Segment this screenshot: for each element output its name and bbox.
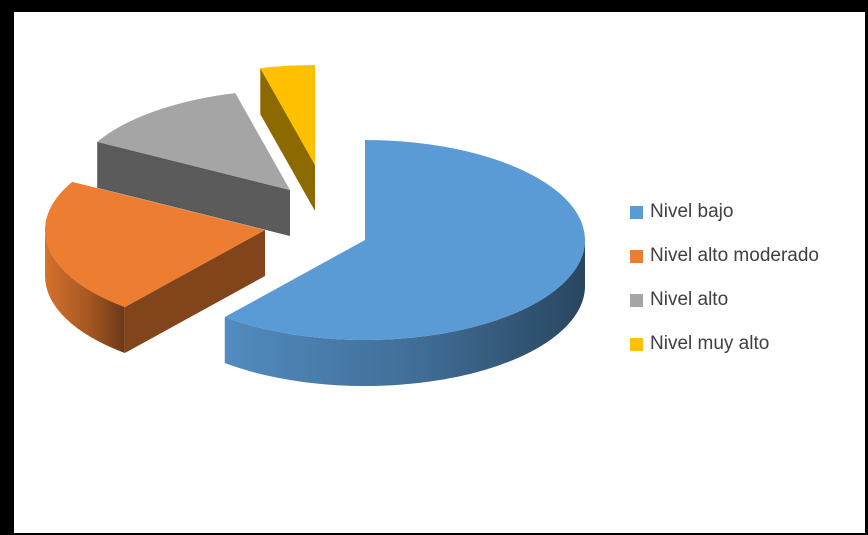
pie-slice-nivel-bajo-side-shade [224, 240, 585, 386]
legend-label: Nivel muy alto [650, 333, 770, 354]
legend-label: Nivel alto moderado [650, 245, 819, 266]
pie-slice-nivel-alto-moderado-top [44, 181, 266, 308]
pie-slice-nivel-alto-top [97, 93, 291, 190]
legend-swatch [630, 206, 643, 219]
legend-swatch [630, 250, 643, 263]
pie-slice-nivel-muy-alto [260, 65, 315, 211]
legend-swatch [630, 338, 643, 351]
pie-slice-nivel-alto-moderado [44, 181, 266, 354]
pie-slice-nivel-bajo [224, 140, 586, 386]
pie-slice-nivel-alto-wall [97, 141, 291, 236]
pie-slice-nivel-muy-alto-top [260, 65, 315, 165]
pie-slice-nivel-alto [97, 93, 291, 236]
legend-label: Nivel bajo [650, 201, 734, 222]
pie-slice-nivel-muy-alto-wall [260, 68, 315, 211]
pie-slice-nivel-alto-moderado-wall [124, 230, 265, 354]
legend-label: Nivel alto [650, 289, 729, 310]
pie-slice-nivel-alto-moderado-side-shade [45, 230, 125, 354]
pie-slice-nivel-bajo-top [224, 140, 586, 340]
legend-swatch [630, 294, 643, 307]
